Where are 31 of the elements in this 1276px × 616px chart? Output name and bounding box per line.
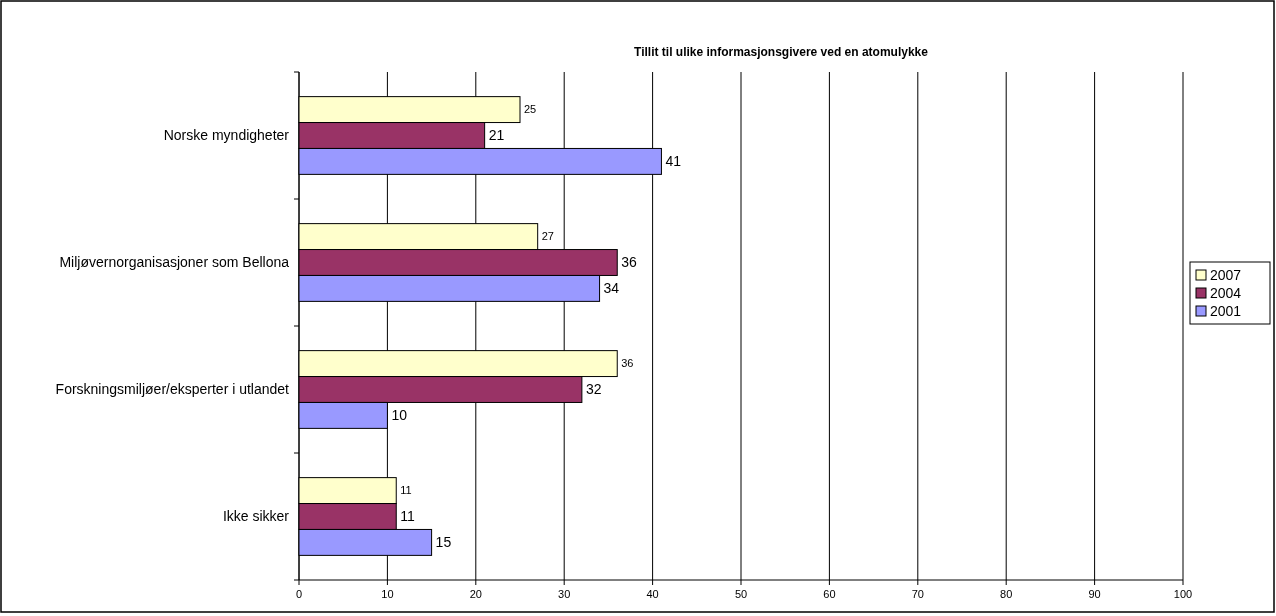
legend-label: 2004 bbox=[1210, 284, 1242, 301]
y-tick-label: Ikke sikker bbox=[222, 508, 290, 525]
y-tick-label: Forskningsmiljøer/eksperter i utlandet bbox=[55, 381, 290, 398]
data-label: 10 bbox=[391, 407, 408, 424]
x-tick-label: 90 bbox=[1088, 588, 1101, 600]
legend-label: 2001 bbox=[1210, 302, 1242, 319]
legend-label: 2007 bbox=[1210, 266, 1242, 283]
data-label: 34 bbox=[603, 280, 620, 297]
y-tick-label: Norske myndigheter bbox=[163, 127, 290, 144]
data-label: 11 bbox=[400, 508, 415, 525]
data-label: 36 bbox=[621, 357, 634, 370]
chart-title: Tillit til ulike informasjonsgivere ved en atomulykke bbox=[634, 45, 929, 59]
x-tick-label: 20 bbox=[469, 588, 482, 600]
x-tick-label: 60 bbox=[823, 588, 836, 600]
y-tick-label: Miljøvernorganisasjoner som Bellona bbox=[59, 254, 290, 271]
data-label: 27 bbox=[541, 230, 554, 243]
x-tick-label: 50 bbox=[734, 588, 748, 600]
data-label: 21 bbox=[488, 127, 505, 144]
data-label: 32 bbox=[585, 381, 602, 398]
data-label: 15 bbox=[435, 534, 452, 551]
x-tick-label: 40 bbox=[646, 588, 659, 600]
data-label: 36 bbox=[621, 254, 638, 271]
x-tick-label: 80 bbox=[1000, 588, 1013, 600]
x-tick-label: 0 bbox=[295, 588, 303, 600]
x-tick-label: 70 bbox=[911, 588, 924, 600]
x-tick-label: 30 bbox=[558, 588, 571, 600]
x-tick-label: 10 bbox=[381, 588, 394, 600]
data-label: 11 bbox=[400, 484, 412, 497]
data-label: 25 bbox=[524, 103, 537, 116]
data-label: 41 bbox=[665, 153, 682, 170]
x-tick-label: 100 bbox=[1173, 588, 1193, 600]
